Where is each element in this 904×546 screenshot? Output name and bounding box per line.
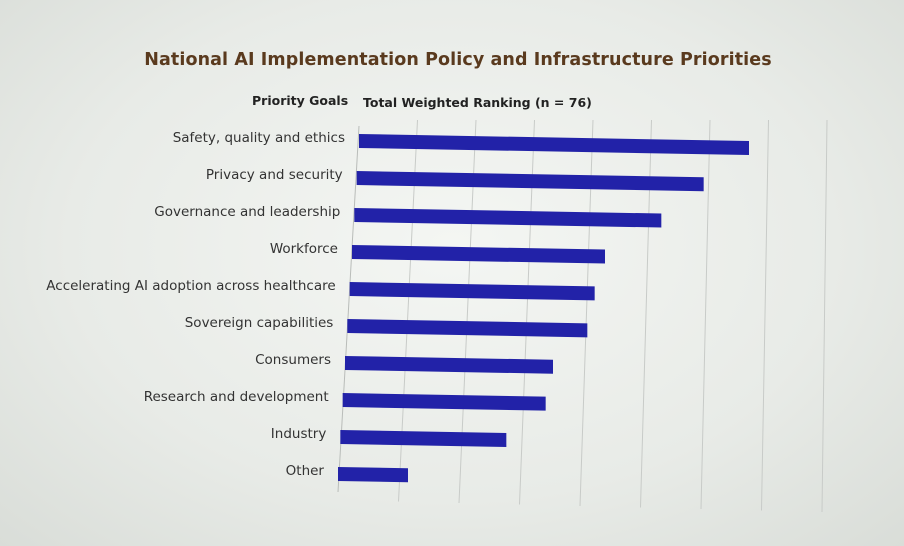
bar [356,171,704,192]
category-label: Governance and leadership [154,204,340,220]
gridline [700,119,711,510]
bar [359,134,749,156]
bar [347,319,588,338]
bar [354,208,662,228]
bar [342,393,546,411]
bar [340,430,507,447]
priority-goals-header: Priority Goals [252,93,349,108]
bar [349,282,595,301]
category-label: Consumers [255,352,331,368]
category-label: Workforce [270,241,338,257]
chart-title: National AI Implementation Policy and In… [144,50,772,70]
bar [345,356,553,374]
category-label: Accelerating AI adoption across healthca… [46,278,335,294]
category-label: Research and development [144,389,329,405]
category-label: Safety, quality and ethics [173,130,345,146]
category-label: Other [286,463,325,479]
category-label: Privacy and security [206,167,343,183]
gridline [821,119,828,513]
category-label: Sovereign capabilities [185,315,334,331]
weighted-ranking-header: Total Weighted Ranking (n = 76) [363,95,592,110]
bar [338,467,408,483]
bar [352,245,605,264]
gridline [761,119,769,511]
category-label: Industry [271,426,327,442]
